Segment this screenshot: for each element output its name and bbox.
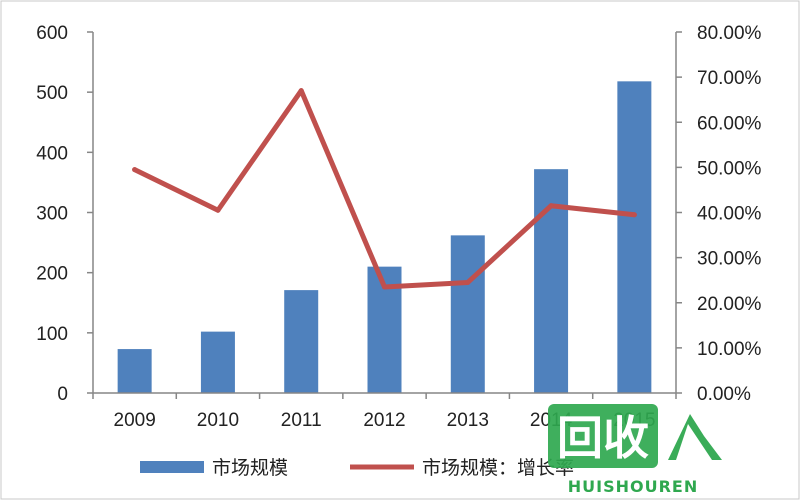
y-right-tick-label: 10.00% bbox=[697, 339, 762, 360]
y-left-tick-label: 0 bbox=[57, 384, 68, 405]
growth-rate-point-2011 bbox=[298, 88, 304, 94]
y-left-tick-label: 200 bbox=[36, 264, 68, 285]
y-right-tick-label: 40.00% bbox=[697, 204, 762, 225]
legend-swatch-bar bbox=[140, 461, 204, 473]
bar-2011 bbox=[284, 290, 319, 393]
watermark-subtext: HUISHOUREN bbox=[568, 477, 698, 496]
y-right-tick-label: 0.00% bbox=[697, 384, 751, 405]
legend-label-bar: 市场规模 bbox=[212, 457, 288, 479]
growth-rate-point-2015 bbox=[631, 212, 637, 218]
y-right-tick-label: 70.00% bbox=[697, 68, 762, 89]
y-right-tick-label: 60.00% bbox=[697, 113, 762, 134]
watermark-logo-text: 回收 bbox=[557, 411, 649, 465]
x-tick-label-2009: 2009 bbox=[114, 410, 156, 431]
y-left-tick-label: 400 bbox=[36, 143, 68, 164]
y-left-tick-label: 100 bbox=[36, 324, 68, 345]
bar-2014 bbox=[534, 169, 569, 393]
legend-label-line: 市场规模：增长率 bbox=[422, 457, 574, 479]
x-tick-label-2013: 2013 bbox=[447, 410, 489, 431]
y-left-tick-label: 300 bbox=[36, 204, 68, 225]
bar-2013 bbox=[450, 235, 485, 393]
bar-2010 bbox=[200, 331, 235, 393]
y-right-tick-label: 30.00% bbox=[697, 249, 762, 270]
growth-rate-point-2013 bbox=[465, 279, 471, 285]
x-tick-label-2010: 2010 bbox=[197, 410, 239, 431]
growth-rate-point-2009 bbox=[132, 167, 138, 173]
y-left-tick-label: 500 bbox=[36, 83, 68, 104]
y-left-tick-label: 600 bbox=[36, 23, 68, 44]
x-tick-label-2011: 2011 bbox=[281, 410, 322, 431]
growth-rate-point-2012 bbox=[382, 284, 387, 290]
watermark-badge bbox=[548, 404, 658, 468]
bar-2015 bbox=[617, 81, 652, 393]
bar-2009 bbox=[117, 349, 152, 393]
growth-rate-point-2014 bbox=[548, 203, 554, 209]
growth-rate-point-2010 bbox=[215, 207, 221, 213]
x-tick-label-2012: 2012 bbox=[363, 410, 405, 431]
y-right-tick-label: 50.00% bbox=[697, 158, 762, 179]
y-right-tick-label: 20.00% bbox=[697, 294, 762, 315]
watermark-peak-icon bbox=[668, 414, 722, 460]
y-right-tick-label: 80.00% bbox=[697, 23, 762, 44]
